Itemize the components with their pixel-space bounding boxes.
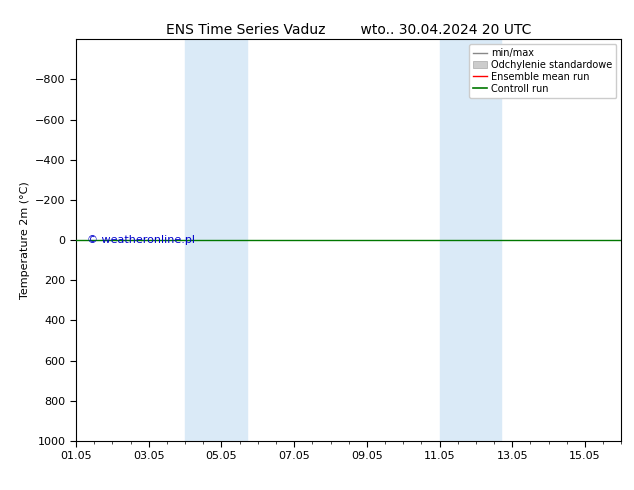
Bar	[210, 39, 247, 441]
Bar	[439, 39, 465, 441]
Text: © weatheronline.pl: © weatheronline.pl	[87, 235, 195, 245]
Bar	[465, 39, 501, 441]
Title: ENS Time Series Vaduz        wto.. 30.04.2024 20 UTC: ENS Time Series Vaduz wto.. 30.04.2024 2…	[166, 23, 531, 37]
Y-axis label: Temperature 2m (°C): Temperature 2m (°C)	[20, 181, 30, 299]
Legend: min/max, Odchylenie standardowe, Ensemble mean run, Controll run: min/max, Odchylenie standardowe, Ensembl…	[469, 44, 616, 98]
Bar	[185, 39, 210, 441]
